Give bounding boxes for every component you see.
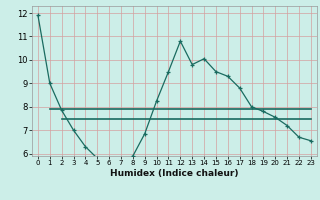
X-axis label: Humidex (Indice chaleur): Humidex (Indice chaleur): [110, 169, 239, 178]
